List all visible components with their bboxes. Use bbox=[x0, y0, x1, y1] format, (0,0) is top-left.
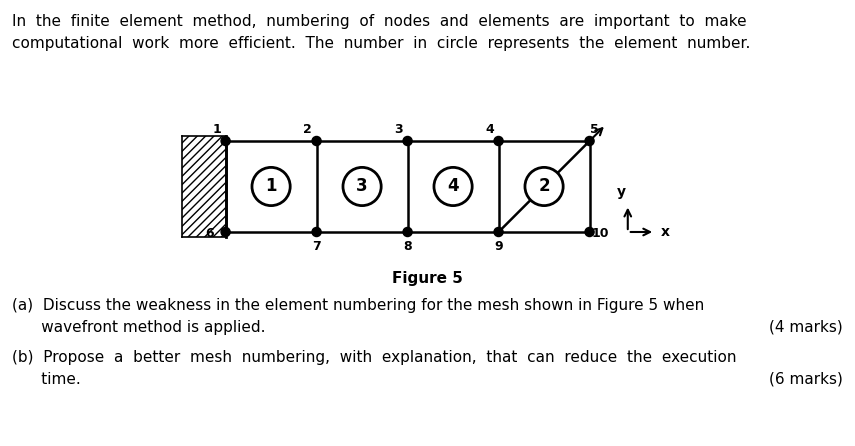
Text: 2: 2 bbox=[304, 123, 312, 136]
Text: 3: 3 bbox=[394, 123, 403, 136]
Circle shape bbox=[434, 167, 472, 206]
Text: In  the  finite  element  method,  numbering  of  nodes  and  elements  are  imp: In the finite element method, numbering … bbox=[12, 14, 746, 29]
Text: wavefront method is applied.: wavefront method is applied. bbox=[12, 320, 266, 335]
Bar bbox=[182, 136, 226, 237]
Circle shape bbox=[403, 227, 412, 236]
Text: 7: 7 bbox=[312, 240, 321, 253]
Text: Figure 5: Figure 5 bbox=[392, 271, 463, 286]
Text: 4: 4 bbox=[447, 178, 459, 195]
Circle shape bbox=[343, 167, 381, 206]
Text: 5: 5 bbox=[590, 123, 598, 136]
Circle shape bbox=[494, 227, 503, 236]
Text: y: y bbox=[617, 185, 626, 199]
Text: (4 marks): (4 marks) bbox=[770, 320, 843, 335]
Circle shape bbox=[252, 167, 290, 206]
Circle shape bbox=[403, 136, 412, 145]
Circle shape bbox=[494, 136, 503, 145]
Circle shape bbox=[221, 227, 230, 236]
Text: (6 marks): (6 marks) bbox=[770, 372, 843, 387]
Circle shape bbox=[221, 136, 230, 145]
Text: 6: 6 bbox=[205, 227, 214, 240]
Circle shape bbox=[585, 136, 594, 145]
Circle shape bbox=[525, 167, 563, 206]
Text: 2: 2 bbox=[539, 178, 550, 195]
Circle shape bbox=[585, 227, 594, 236]
Text: 8: 8 bbox=[404, 240, 412, 253]
Text: 4: 4 bbox=[485, 123, 494, 136]
Text: (a)  Discuss the weakness in the element numbering for the mesh shown in Figure : (a) Discuss the weakness in the element … bbox=[12, 298, 705, 313]
Text: time.: time. bbox=[12, 372, 80, 387]
Text: computational  work  more  efficient.  The  number  in  circle  represents  the : computational work more efficient. The n… bbox=[12, 36, 751, 51]
Circle shape bbox=[312, 136, 321, 145]
Text: (b)  Propose  a  better  mesh  numbering,  with  explanation,  that  can  reduce: (b) Propose a better mesh numbering, wit… bbox=[12, 350, 736, 365]
Text: 9: 9 bbox=[494, 240, 503, 253]
Circle shape bbox=[312, 227, 321, 236]
Text: 1: 1 bbox=[212, 123, 221, 136]
Text: 10: 10 bbox=[592, 227, 610, 240]
Text: 1: 1 bbox=[265, 178, 277, 195]
Text: 3: 3 bbox=[357, 178, 368, 195]
Text: x: x bbox=[661, 225, 669, 239]
